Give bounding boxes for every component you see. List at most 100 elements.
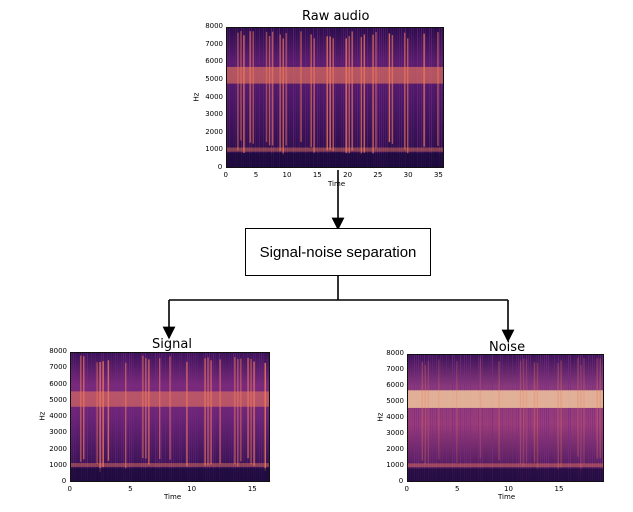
spec-noise-texture (458, 355, 459, 481)
raw-xtick: 0 (223, 171, 228, 179)
spec-signal-texture (107, 353, 108, 481)
spec-noise-texture (448, 355, 449, 481)
spec-noise-texture (474, 355, 475, 481)
signal-xtick: 15 (247, 485, 257, 493)
spec-raw-texture (371, 28, 372, 167)
spec-raw-texture (275, 28, 276, 167)
spec-signal-streak (247, 358, 249, 459)
spec-raw-texture (307, 28, 308, 167)
spec-raw-streak (375, 32, 377, 149)
spec-raw-texture (441, 28, 442, 167)
spec-raw-texture (285, 28, 286, 167)
spec-noise-streak (421, 362, 424, 461)
spec-noise-streak (560, 360, 562, 468)
raw-xtick: 35 (433, 171, 443, 179)
spec-signal-texture (243, 353, 244, 481)
spec-raw-texture (357, 28, 358, 167)
spec-signal-streak (204, 358, 206, 466)
spec-raw-texture (235, 28, 236, 167)
spec-noise-texture (504, 355, 505, 481)
spec-raw-texture (343, 28, 344, 167)
spec-raw-texture (383, 28, 384, 167)
spec-noise-texture (466, 355, 467, 481)
noise-ytick: 6000 (386, 381, 405, 389)
spec-noise-streak (498, 361, 500, 461)
spec-noise-streak (577, 357, 579, 457)
signal-ytick: 0 (61, 477, 67, 485)
spec-signal-texture (249, 353, 250, 481)
spec-noise-streak (602, 363, 603, 470)
spec-noise-texture (594, 355, 595, 481)
spec-signal-texture (221, 353, 222, 481)
spec-raw-streak (282, 38, 284, 155)
noise-xtick: 0 (404, 485, 409, 493)
signal-noise-separation-box: Signal-noise separation (245, 228, 431, 276)
spec-raw-texture (415, 28, 416, 167)
spec-signal-texture (255, 353, 256, 481)
spec-signal-streak (234, 357, 236, 465)
spec-noise-streak (583, 357, 585, 465)
spec-noise-texture (490, 355, 491, 481)
noise-ytick: 5000 (386, 397, 405, 405)
spec-signal-texture (93, 353, 94, 481)
spec-raw-texture (295, 28, 296, 167)
spec-signal-texture (173, 353, 174, 481)
spec-signal-texture (153, 353, 154, 481)
spec-raw-streak (437, 32, 439, 146)
spec-raw-texture (351, 28, 352, 167)
spec-raw-texture (409, 28, 410, 167)
signal-ytick: 2000 (49, 444, 68, 453)
spec-noise-texture (422, 355, 423, 481)
spec-noise-texture (574, 355, 575, 481)
spec-noise-texture (480, 355, 481, 481)
raw-xtick: 30 (403, 171, 413, 179)
spec-noise-streak (519, 360, 522, 464)
spec-noise-texture (570, 355, 571, 481)
spec-signal-texture (233, 353, 234, 481)
spec-raw-texture (319, 28, 320, 167)
spec-raw-streak (285, 33, 287, 146)
spec-signal-streak (96, 362, 98, 464)
spec-noise-texture (584, 355, 585, 481)
spec-noise-texture (576, 355, 577, 481)
spec-signal-texture (95, 353, 96, 481)
signal-xtick: 0 (67, 485, 72, 493)
spec-raw-streak (360, 37, 363, 155)
spec-signal-streak (142, 355, 144, 459)
spec-signal-texture (147, 353, 148, 481)
spec-raw-texture (419, 28, 420, 167)
spec-raw-background (227, 28, 443, 167)
signal-ytick: 6000 (49, 379, 68, 388)
spec-raw-texture (257, 28, 258, 167)
spec-raw-texture (363, 28, 364, 167)
spec-noise-texture (524, 355, 525, 481)
raw-ytick: 4000 (205, 92, 224, 101)
spec-signal-texture (111, 353, 112, 481)
spec-noise-texture (464, 355, 465, 481)
spec-signal-streak (145, 358, 147, 459)
spec-raw-streak (351, 31, 353, 151)
spec-noise-texture (454, 355, 455, 481)
spec-raw-texture (413, 28, 414, 167)
spec-raw-texture (337, 28, 338, 167)
spec-signal-texture (109, 353, 110, 481)
noise-ytick: 8000 (386, 349, 405, 357)
spec-signal-texture (231, 353, 232, 481)
spec-raw-texture (387, 28, 388, 167)
raw-audio-xlabel: Time (328, 180, 346, 188)
spec-raw-texture (321, 28, 322, 167)
spec-raw-streak (407, 38, 409, 154)
spec-noise-texture (440, 355, 441, 481)
spec-signal-texture (157, 353, 158, 481)
spec-noise-texture (424, 355, 425, 481)
spec-noise-texture (414, 355, 415, 481)
spec-raw-texture (323, 28, 324, 167)
spec-noise-streak (557, 363, 559, 471)
spec-raw-texture (259, 28, 260, 167)
spec-signal-texture (199, 353, 200, 481)
spec-raw-streak (237, 32, 239, 151)
spec-noise-texture (522, 355, 523, 481)
spec-signal-streak (80, 355, 82, 462)
spec-noise-texture (500, 355, 501, 481)
raw-audio-spectrogram (226, 27, 444, 168)
